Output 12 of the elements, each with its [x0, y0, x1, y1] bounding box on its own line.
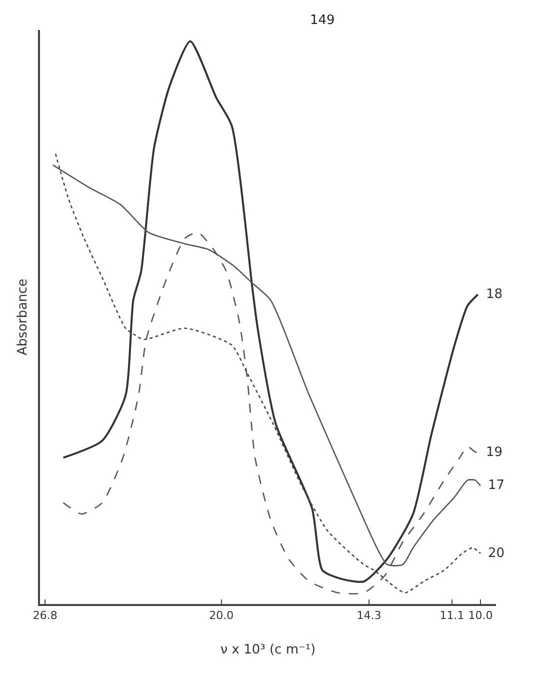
x-tick-label: 20.0 [209, 608, 234, 622]
x-axis-title: ν x 10³ (c m⁻¹) [220, 642, 316, 658]
series-label: 20 [488, 546, 505, 561]
y-axis-title: Absorbance [16, 278, 31, 356]
text: 149 [310, 13, 335, 28]
x-tick-label: 14.3 [356, 608, 382, 622]
series-label: 19 [486, 445, 503, 460]
series-label: 18 [486, 287, 503, 302]
x-tick-label: 10.0 [468, 608, 493, 622]
series-label: 17 [488, 478, 505, 493]
x-tick-label: 11.1 [440, 608, 464, 622]
x-tick-label: 26.8 [32, 608, 58, 622]
